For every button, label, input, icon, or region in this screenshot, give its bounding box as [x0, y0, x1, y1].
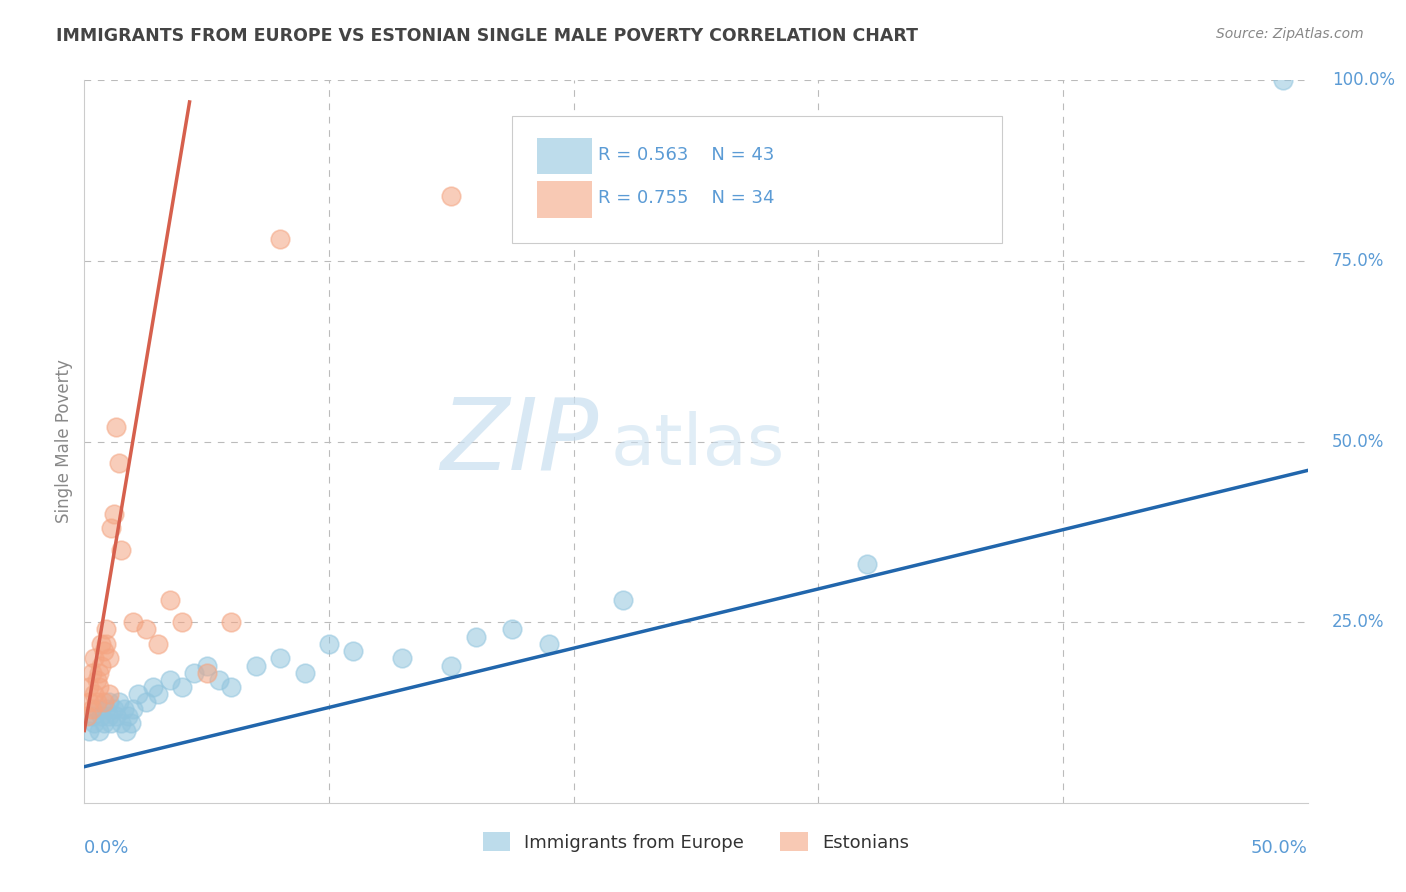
Text: 75.0%: 75.0%	[1331, 252, 1385, 270]
Point	[502, 623, 524, 637]
Point	[93, 695, 115, 709]
Point	[77, 723, 100, 738]
Legend: Immigrants from Europe, Estonians: Immigrants from Europe, Estonians	[475, 825, 917, 859]
Point	[87, 680, 110, 694]
Point	[96, 702, 118, 716]
Point	[100, 521, 122, 535]
Text: 50.0%: 50.0%	[1251, 838, 1308, 857]
Point	[97, 651, 120, 665]
Point	[110, 542, 132, 557]
Point	[183, 665, 205, 680]
FancyBboxPatch shape	[537, 138, 592, 174]
Point	[159, 593, 181, 607]
Text: atlas: atlas	[610, 410, 785, 480]
Y-axis label: Single Male Poverty: Single Male Poverty	[55, 359, 73, 524]
Point	[100, 716, 122, 731]
Point	[115, 723, 138, 738]
Text: R = 0.563    N = 43: R = 0.563 N = 43	[598, 145, 775, 164]
Point	[97, 695, 120, 709]
Point	[80, 709, 103, 723]
Point	[195, 665, 218, 680]
Point	[90, 658, 112, 673]
FancyBboxPatch shape	[537, 181, 592, 218]
Text: R = 0.755    N = 34: R = 0.755 N = 34	[598, 189, 775, 207]
Point	[117, 709, 139, 723]
Point	[146, 687, 169, 701]
Point	[318, 637, 340, 651]
Point	[172, 680, 194, 694]
Point	[294, 665, 316, 680]
Point	[86, 702, 108, 716]
Point	[172, 615, 194, 630]
Point	[120, 716, 142, 731]
Point	[391, 651, 413, 665]
Point	[86, 695, 108, 709]
Text: 0.0%: 0.0%	[84, 838, 129, 857]
Point	[159, 673, 181, 687]
Point	[856, 558, 879, 572]
Point	[87, 723, 110, 738]
Text: Source: ZipAtlas.com: Source: ZipAtlas.com	[1216, 27, 1364, 41]
Point	[219, 680, 242, 694]
Point	[83, 687, 105, 701]
Point	[86, 673, 108, 687]
Point	[112, 702, 135, 716]
Point	[195, 658, 218, 673]
Point	[96, 623, 118, 637]
Point	[93, 644, 115, 658]
Point	[83, 651, 105, 665]
FancyBboxPatch shape	[513, 117, 1002, 243]
Point	[107, 695, 129, 709]
Point	[87, 665, 110, 680]
Point	[77, 680, 100, 694]
Text: 25.0%: 25.0%	[1331, 613, 1385, 632]
Point	[269, 651, 291, 665]
Point	[93, 716, 115, 731]
Point	[342, 644, 364, 658]
Point	[219, 615, 242, 630]
Text: 50.0%: 50.0%	[1331, 433, 1385, 450]
Text: ZIP: ZIP	[440, 393, 598, 490]
Point	[127, 687, 149, 701]
Point	[612, 593, 634, 607]
Point	[245, 658, 267, 673]
Point	[464, 630, 486, 644]
Point	[586, 167, 609, 181]
Point	[97, 687, 120, 701]
Point	[83, 716, 105, 731]
Point	[103, 507, 125, 521]
Point	[269, 232, 291, 246]
Point	[122, 615, 145, 630]
Point	[103, 702, 125, 716]
Point	[105, 420, 128, 434]
Point	[1272, 73, 1295, 87]
Point	[77, 695, 100, 709]
Point	[440, 189, 463, 203]
Point	[440, 658, 463, 673]
Point	[97, 709, 120, 723]
Point	[208, 673, 231, 687]
Point	[122, 702, 145, 716]
Point	[76, 709, 98, 723]
Point	[107, 456, 129, 470]
Point	[105, 709, 128, 723]
Point	[90, 637, 112, 651]
Point	[96, 637, 118, 651]
Point	[146, 637, 169, 651]
Point	[135, 623, 157, 637]
Text: 100.0%: 100.0%	[1331, 71, 1395, 89]
Point	[142, 680, 165, 694]
Point	[80, 702, 103, 716]
Point	[110, 716, 132, 731]
Point	[135, 695, 157, 709]
Point	[90, 709, 112, 723]
Point	[538, 637, 561, 651]
Point	[80, 665, 103, 680]
Text: IMMIGRANTS FROM EUROPE VS ESTONIAN SINGLE MALE POVERTY CORRELATION CHART: IMMIGRANTS FROM EUROPE VS ESTONIAN SINGL…	[56, 27, 918, 45]
